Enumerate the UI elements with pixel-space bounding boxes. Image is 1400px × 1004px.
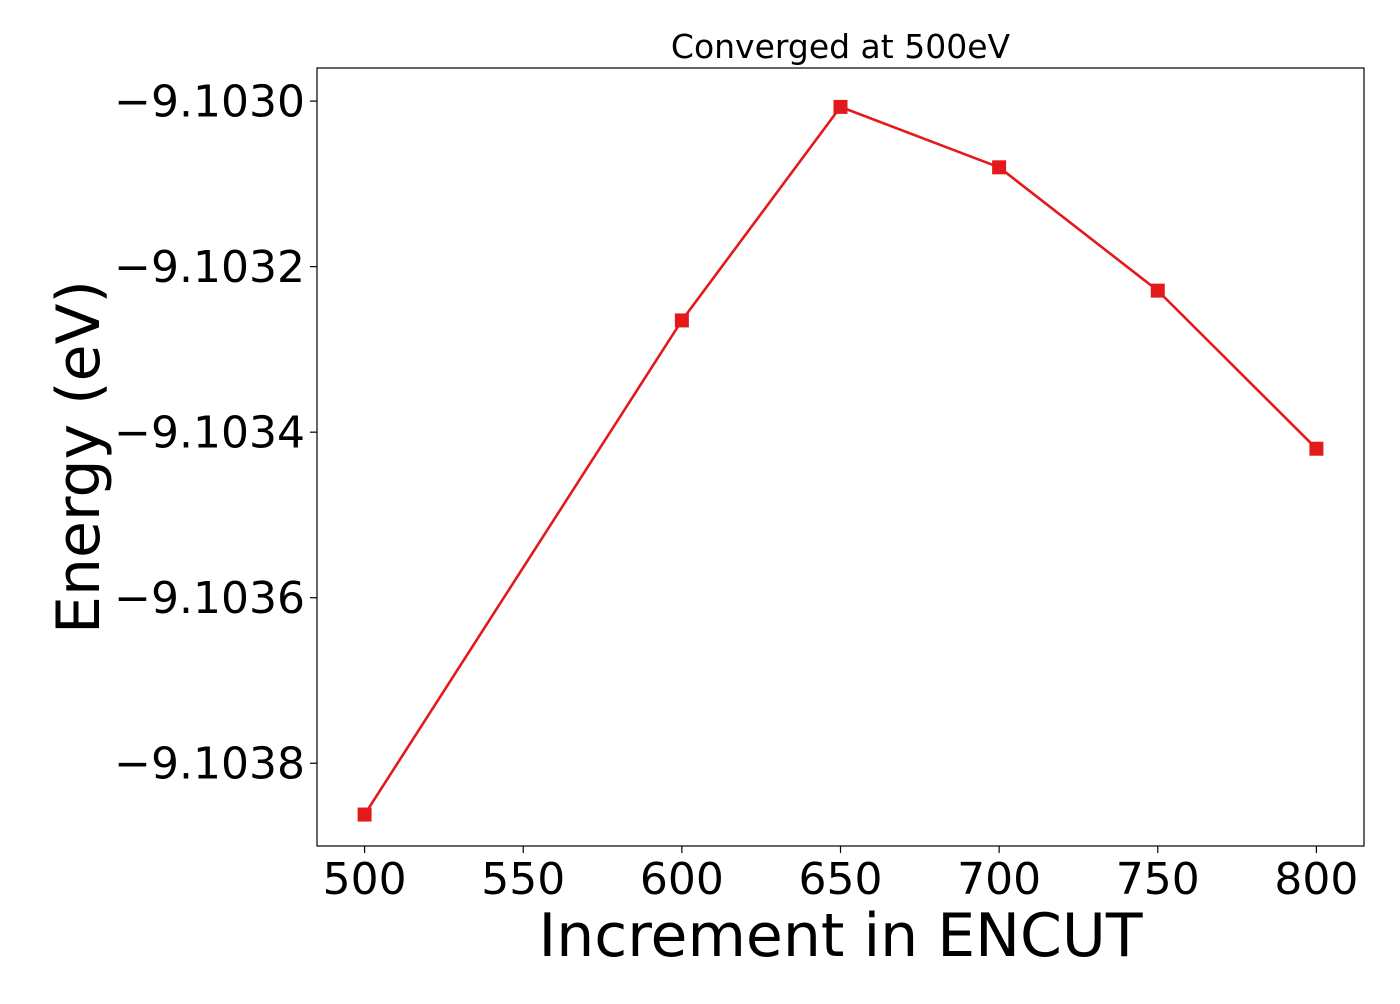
x-tick-label: 750 xyxy=(1116,854,1200,905)
series-layer xyxy=(357,99,1324,822)
x-axis-ticks: 500 550 600 650 700 750 800 xyxy=(323,846,1358,905)
y-tick-label: −9.1030 xyxy=(114,77,305,128)
data-point-marker xyxy=(992,160,1007,175)
plot-frame xyxy=(316,67,1365,847)
x-tick-label: 550 xyxy=(481,854,565,905)
chart-title: Converged at 500eV xyxy=(671,27,1011,66)
y-tick-label: −9.1036 xyxy=(114,573,305,624)
x-tick-label: 500 xyxy=(323,854,407,905)
series-line xyxy=(363,105,1318,816)
data-point-marker xyxy=(1150,283,1165,298)
x-tick-label: 700 xyxy=(957,854,1041,905)
y-tick-label: −9.1032 xyxy=(114,242,305,293)
y-axis-ticks: −9.1038 −9.1036 −9.1034 −9.1032 −9.1030 xyxy=(114,77,317,790)
data-point-marker xyxy=(357,807,372,822)
y-tick-label: −9.1038 xyxy=(114,739,305,790)
data-point-marker xyxy=(833,99,848,114)
data-point-marker xyxy=(674,313,689,328)
x-tick-label: 600 xyxy=(640,854,724,905)
data-point-marker xyxy=(1309,441,1324,456)
x-axis-label: Increment in ENCUT xyxy=(539,901,1143,971)
y-tick-label: −9.1034 xyxy=(114,408,305,459)
x-tick-label: 800 xyxy=(1274,854,1358,905)
x-tick-label: 650 xyxy=(799,854,883,905)
y-axis-label: Energy (eV) xyxy=(44,280,114,634)
